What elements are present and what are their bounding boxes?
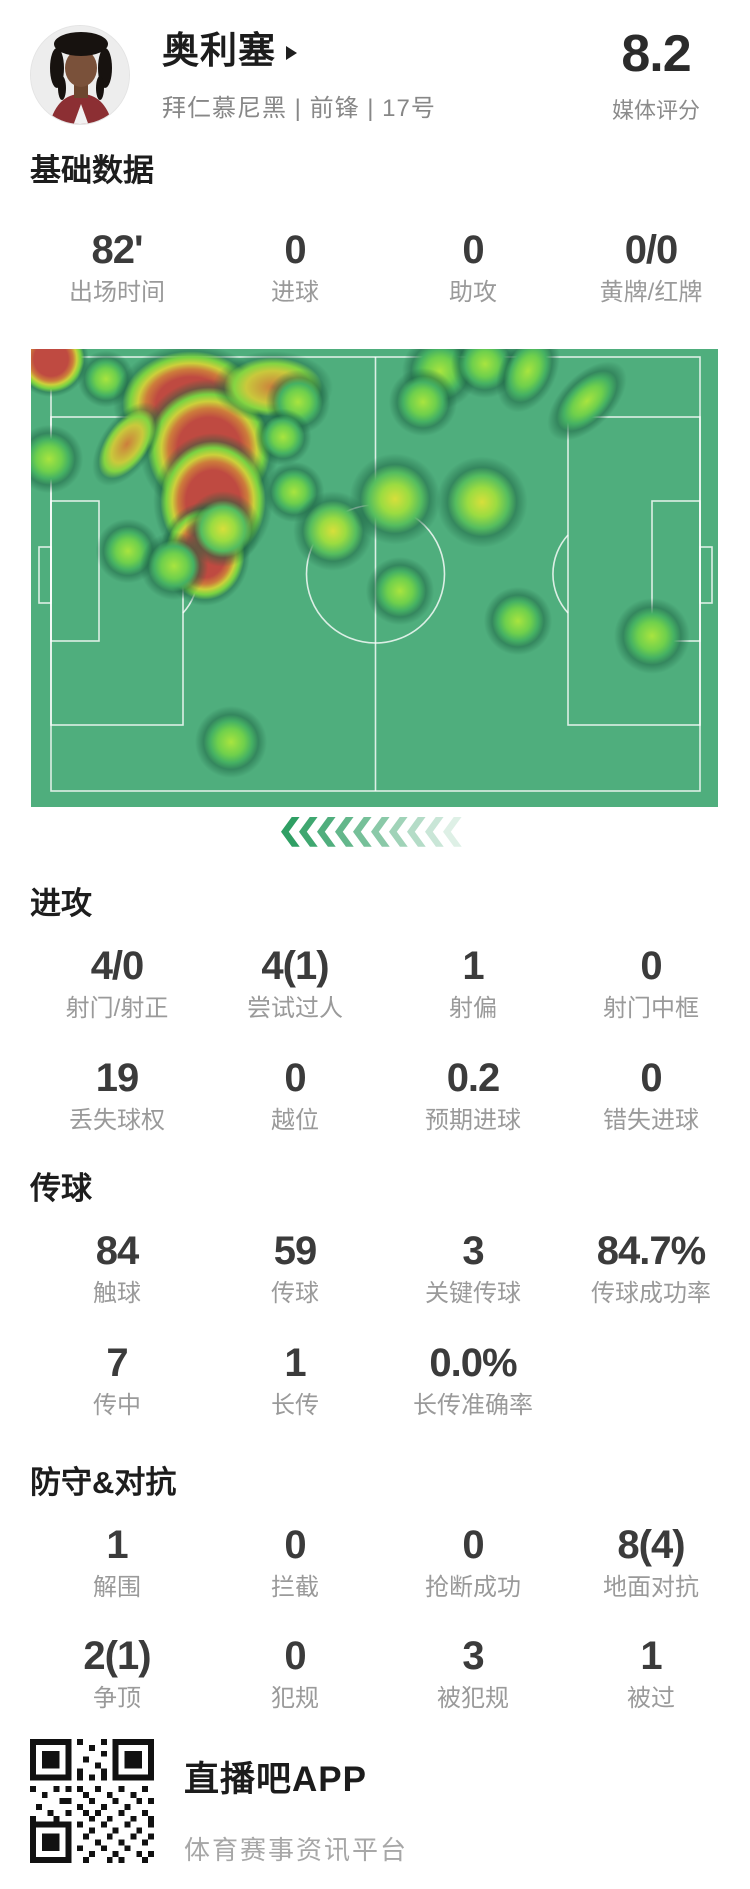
stat-empty: [562, 1342, 740, 1420]
attack-direction-chevrons: [0, 815, 750, 849]
expand-triangle-icon: [286, 45, 297, 60]
qr-code-image: [30, 1738, 154, 1863]
app-footer: 直播吧APP 体育赛事资讯平台: [0, 1738, 750, 1867]
heat-spot: [193, 703, 269, 780]
player-name: 奥利塞: [162, 30, 276, 71]
stat-big-chances-missed: 0 错失进球: [603, 1055, 699, 1134]
stat-dribbled-past: 1 被过: [627, 1634, 675, 1713]
heat-spot: [364, 554, 436, 627]
stat-long-balls: 1 长传: [271, 1340, 319, 1419]
stat-touches: 84 触球: [93, 1229, 141, 1308]
stat-cards: 0/0 黄牌/红牌: [599, 228, 703, 307]
stat-possession-lost: 19 丢失球权: [69, 1055, 165, 1134]
stat-ground-duels: 8(4) 地面对抗: [603, 1522, 699, 1601]
heat-spot: [482, 584, 554, 657]
section-passing-stats: 84 触球 59 传球 3 关键传球 84.7% 传球成功率 7 传中 1 长传 0.0% 长…: [0, 1230, 750, 1419]
chevron-left-icon: [443, 816, 462, 847]
section-title-defense: 防守&对抗: [30, 1464, 177, 1500]
stat-passes: 59 传球: [271, 1229, 319, 1308]
player-team-position: 拜仁慕尼黑 | 前锋 | 17号: [162, 94, 436, 122]
heat-spot: [434, 453, 530, 550]
section-title-attack: 进攻: [30, 885, 92, 921]
footer-app-info: 直播吧APP 体育赛事资讯平台: [184, 1739, 408, 1867]
section-basic-stats: 82' 出场时间 0 进球 0 助攻 0/0 黄牌/红牌: [0, 229, 750, 307]
stat-tackles-won: 0 抢断成功: [425, 1522, 521, 1601]
section-defense-stats: 1 解围 0 拦截 0 抢断成功 8(4) 地面对抗 2(1) 争顶 0 犯规 3 被犯规 1…: [0, 1524, 750, 1713]
qr-code: [30, 1738, 154, 1863]
rating-value: 8.2: [621, 25, 691, 83]
stat-fouls: 0 犯规: [271, 1634, 319, 1713]
stat-aerial-duels: 2(1) 争顶: [83, 1634, 151, 1713]
player-photo-placeholder: [31, 26, 129, 124]
stat-woodwork: 0 射门中框: [603, 943, 699, 1022]
heat-spot: [31, 422, 85, 495]
rating-label: 媒体评分: [611, 97, 700, 123]
stat-assists: 0 助攻: [449, 228, 497, 307]
heatmap-pitch: [31, 348, 718, 807]
stat-minutes: 82' 出场时间: [69, 228, 165, 307]
player-identity: 奥利塞 拜仁慕尼黑 | 前锋 | 17号: [162, 25, 596, 123]
player-name-row[interactable]: 奥利塞: [162, 30, 596, 72]
player-header: 奥利塞 拜仁慕尼黑 | 前锋 | 17号 8.2 媒体评分: [0, 0, 750, 125]
section-attack-stats: 4/0 射门/射正 4(1) 尝试过人 1 射偏 0 射门中框 19 丢失球权 0 越位 0…: [0, 945, 750, 1134]
media-rating: 8.2 媒体评分: [596, 25, 716, 125]
stat-shots: 4/0 射门/射正: [65, 943, 169, 1022]
stat-key-passes: 3 关键传球: [425, 1229, 521, 1308]
stat-long-ball-accuracy: 0.0% 长传准确率: [413, 1340, 533, 1419]
heat-spot: [347, 450, 443, 547]
stat-was-fouled: 3 被犯规: [437, 1634, 509, 1713]
stat-dribbles: 4(1) 尝试过人: [247, 943, 343, 1022]
heat-spot: [253, 406, 313, 467]
stat-shots-off: 1 射偏: [449, 943, 497, 1022]
player-avatar[interactable]: [30, 25, 130, 125]
heat-spot: [387, 365, 459, 438]
app-tagline: 体育赛事资讯平台: [184, 1834, 409, 1865]
heat-spot: [612, 595, 692, 676]
app-name: 直播吧APP: [184, 1759, 367, 1799]
stat-goals: 0 进球: [271, 228, 319, 307]
stat-pass-accuracy: 84.7% 传球成功率: [591, 1229, 711, 1308]
stat-xg: 0.2 预期进球: [425, 1055, 521, 1134]
heat-spot: [183, 488, 263, 569]
section-title-basic: 基础数据: [30, 153, 154, 188]
stat-interceptions: 0 拦截: [271, 1522, 319, 1601]
stat-clearances: 1 解围: [93, 1522, 141, 1601]
section-title-passing: 传球: [30, 1171, 92, 1207]
stat-offsides: 0 越位: [271, 1055, 319, 1134]
stat-crosses: 7 传中: [93, 1340, 141, 1419]
